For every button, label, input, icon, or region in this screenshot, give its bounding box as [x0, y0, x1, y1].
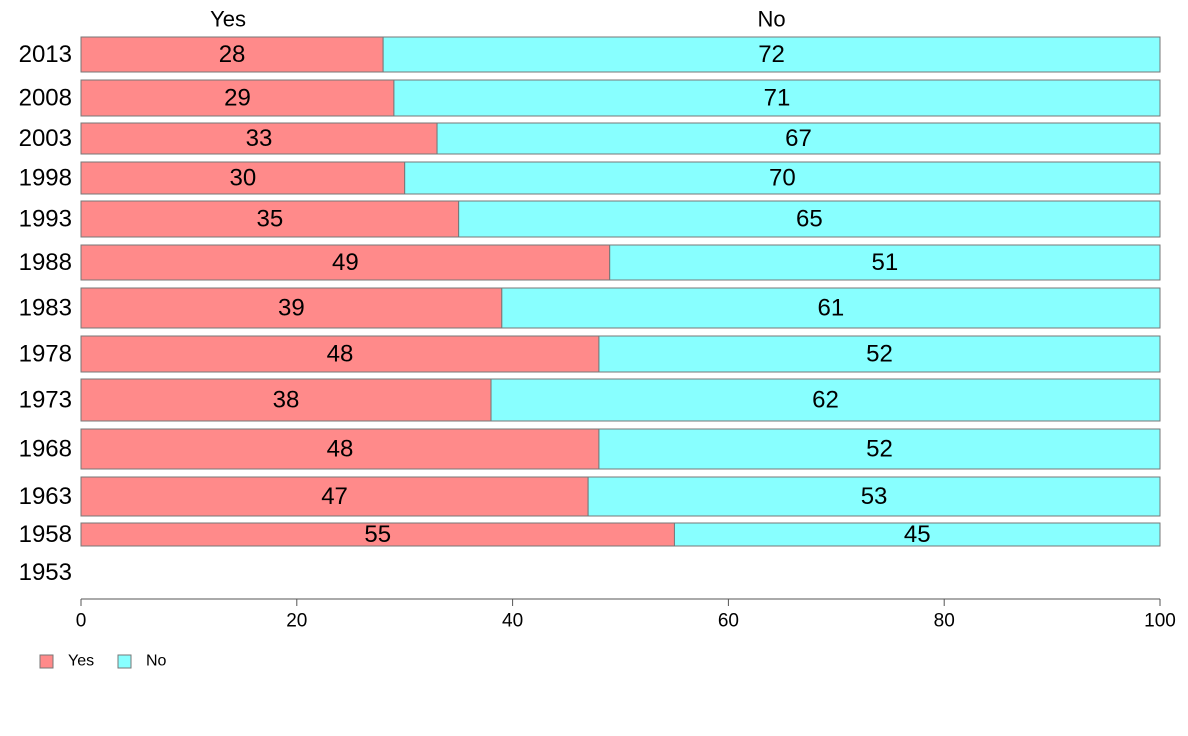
legend: Yes No	[39, 653, 167, 670]
bar-no-1963	[587, 476, 1161, 517]
value-label-yes-1983: 39	[278, 295, 305, 322]
value-label-no-1963: 53	[861, 483, 888, 510]
x-tick-label-20: 20	[286, 611, 307, 632]
bars-group: 28 72 29 71 33 67 30 70 35 65 49 51 39 61 48 52 38 62 48 52…	[80, 36, 1161, 548]
category-label-1968: 1968	[19, 436, 72, 463]
value-label-yes-2008: 29	[224, 85, 251, 112]
category-label-1978: 1978	[19, 341, 72, 368]
bar-no-1973	[490, 378, 1161, 422]
bar-no-2008	[393, 79, 1161, 117]
value-label-no-1988: 51	[872, 249, 899, 276]
value-label-no-1983: 61	[818, 295, 845, 322]
value-label-no-1973: 62	[812, 387, 839, 414]
bar-yes-1968	[80, 428, 600, 470]
bar-yes-1983	[80, 287, 503, 329]
value-label-yes-1968: 48	[327, 436, 354, 463]
bar-yes-1993	[80, 200, 460, 238]
bar-no-2013	[382, 36, 1161, 73]
value-label-no-2003: 67	[785, 125, 812, 152]
bar-no-1978	[598, 335, 1161, 373]
legend-label-no: No	[146, 653, 167, 670]
x-tick-label-40: 40	[502, 611, 523, 632]
value-label-yes-1963: 47	[321, 483, 348, 510]
value-label-no-1993: 65	[796, 206, 823, 233]
bar-yes-2008	[80, 79, 395, 117]
bar-no-1998	[404, 161, 1161, 195]
category-label-1973: 1973	[19, 387, 72, 414]
bar-no-1968	[598, 428, 1161, 470]
category-labels: 2013 2008 2003 1998 1993 1988 1983 1978 1973 1968…	[19, 41, 72, 586]
value-label-yes-1973: 38	[273, 387, 300, 414]
value-label-yes-2003: 33	[246, 125, 273, 152]
value-label-yes-1988: 49	[332, 249, 359, 276]
series-header-yes: Yes	[210, 7, 246, 32]
bar-yes-1998	[80, 161, 406, 195]
legend-label-yes: Yes	[68, 653, 94, 670]
bar-no-1988	[609, 244, 1161, 281]
category-label-1953: 1953	[19, 559, 72, 586]
x-tick-label-80: 80	[934, 611, 955, 632]
value-label-yes-1998: 30	[229, 165, 256, 192]
value-label-yes-1993: 35	[256, 206, 283, 233]
category-label-1983: 1983	[19, 295, 72, 322]
value-label-no-1998: 70	[769, 165, 796, 192]
value-label-no-2008: 71	[764, 85, 791, 112]
category-label-2013: 2013	[19, 41, 72, 68]
bar-yes-2013	[80, 36, 384, 73]
x-tick-label-0: 0	[76, 611, 87, 632]
category-label-1998: 1998	[19, 165, 72, 192]
bar-no-1958	[673, 522, 1161, 547]
bar-no-1983	[501, 287, 1161, 329]
x-axis: 0 20 40 60 80 100	[76, 598, 1176, 632]
series-header-no: No	[757, 7, 785, 32]
bar-no-2003	[436, 122, 1161, 155]
category-label-1958: 1958	[19, 521, 72, 548]
legend-swatch-yes	[39, 654, 54, 669]
x-tick-label-100: 100	[1144, 611, 1176, 632]
value-label-no-1958: 45	[904, 521, 931, 548]
category-label-1993: 1993	[19, 206, 72, 233]
value-label-yes-1978: 48	[327, 341, 354, 368]
value-label-no-1968: 52	[866, 436, 893, 463]
value-label-no-1978: 52	[866, 341, 893, 368]
bar-yes-1963	[80, 476, 589, 517]
x-tick-label-60: 60	[718, 611, 739, 632]
series-headers: Yes No	[210, 7, 786, 32]
value-label-no-2013: 72	[758, 41, 785, 68]
bar-no-1993	[458, 200, 1161, 238]
category-label-1988: 1988	[19, 249, 72, 276]
category-label-2003: 2003	[19, 125, 72, 152]
value-label-yes-2013: 28	[219, 41, 246, 68]
bar-yes-2003	[80, 122, 438, 155]
category-label-1963: 1963	[19, 483, 72, 510]
category-label-2008: 2008	[19, 85, 72, 112]
legend-swatch-no	[117, 654, 132, 669]
value-label-yes-1958: 55	[364, 521, 391, 548]
bar-yes-1973	[80, 378, 492, 422]
